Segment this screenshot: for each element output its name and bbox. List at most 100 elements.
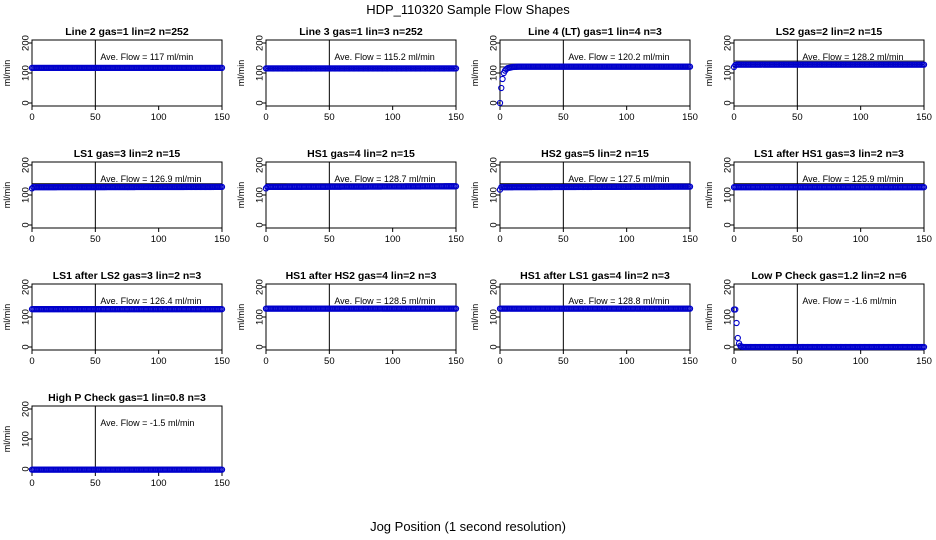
data-point [218, 183, 226, 191]
x-tick-label: 100 [151, 356, 167, 367]
x-tick-label: 50 [792, 112, 803, 123]
y-axis-label: ml/min [236, 182, 246, 209]
panel-title: LS1 after LS2 gas=3 lin=2 n=3 [53, 270, 202, 282]
y-tick-label: 0 [722, 344, 733, 349]
y-axis-label: ml/min [704, 60, 714, 87]
data-point [733, 319, 740, 327]
y-tick-label: 0 [722, 222, 733, 227]
average-flow-annotation: Ave. Flow = 120.2 ml/min [568, 52, 669, 62]
data-point [499, 75, 506, 83]
panel-title: HS1 gas=4 lin=2 n=15 [307, 148, 415, 160]
x-tick-label: 50 [324, 112, 335, 123]
y-tick-label: 100 [20, 431, 31, 447]
chart-panel-1: Line 2 gas=1 lin=2 n=252 ml/min 0 50 100 150 0… [2, 26, 230, 123]
plot-frame [265, 161, 457, 229]
x-tick-label: 100 [385, 356, 401, 367]
y-axis-label: ml/min [470, 182, 480, 209]
y-tick-label: 200 [20, 35, 31, 51]
data-point [218, 306, 226, 313]
y-tick-label: 200 [20, 279, 31, 295]
chart-panel-11: HS1 after LS1 gas=4 lin=2 n=3 ml/min 0 50 10… [470, 270, 698, 367]
plot-frame [499, 39, 691, 107]
x-tick-label: 0 [29, 356, 34, 367]
average-flow-annotation: Ave. Flow = 126.4 ml/min [100, 296, 201, 306]
x-tick-label: 0 [497, 234, 502, 245]
panel-title: LS2 gas=2 lin=2 n=15 [776, 26, 883, 38]
chart-panel-13: High P Check gas=1 lin=0.8 n=3 ml/min 0 50 1… [2, 392, 230, 489]
x-tick-label: 50 [558, 356, 569, 367]
data-point [920, 184, 928, 191]
x-tick-label: 0 [731, 112, 736, 123]
y-tick-label: 0 [488, 100, 499, 105]
x-tick-label: 100 [151, 112, 167, 123]
y-tick-label: 200 [20, 157, 31, 173]
average-flow-annotation: Ave. Flow = -1.6 ml/min [802, 296, 896, 306]
y-tick-label: 0 [254, 344, 265, 349]
data-point [732, 306, 739, 313]
y-tick-label: 100 [254, 309, 265, 325]
y-tick-label: 200 [20, 401, 31, 417]
plot-frame [733, 161, 925, 229]
chart-panel-12: Low P Check gas=1.2 lin=2 n=6 ml/min 0 50 10… [704, 270, 932, 367]
y-tick-label: 100 [254, 65, 265, 81]
y-axis-label: ml/min [470, 60, 480, 87]
y-tick-label: 0 [722, 100, 733, 105]
y-tick-label: 0 [254, 100, 265, 105]
y-tick-label: 200 [254, 35, 265, 51]
y-axis-label: ml/min [704, 182, 714, 209]
average-flow-annotation: Ave. Flow = 128.8 ml/min [568, 296, 669, 306]
y-tick-label: 200 [722, 157, 733, 173]
x-tick-label: 50 [558, 112, 569, 123]
x-tick-label: 0 [263, 112, 268, 123]
plot-frame [31, 161, 223, 229]
chart-panel-9: LS1 after LS2 gas=3 lin=2 n=3 ml/min 0 50 10… [2, 270, 230, 367]
data-point [734, 334, 741, 342]
chart-panel-3: Line 4 (LT) gas=1 lin=4 n=3 ml/min 0 50 100 1… [470, 26, 698, 123]
y-tick-label: 0 [488, 222, 499, 227]
chart-panel-8: LS1 after HS1 gas=3 lin=2 n=3 ml/min 0 50 10… [704, 148, 932, 245]
x-tick-label: 50 [558, 234, 569, 245]
y-tick-label: 0 [20, 222, 31, 227]
y-tick-label: 100 [20, 65, 31, 81]
average-flow-annotation: Ave. Flow = 128.2 ml/min [802, 52, 903, 62]
x-tick-label: 100 [151, 478, 167, 489]
y-tick-label: 200 [722, 279, 733, 295]
data-point [920, 343, 928, 351]
chart-panel-2: Line 3 gas=1 lin=3 n=252 ml/min 0 50 100 150 0… [236, 26, 464, 123]
x-tick-label: 100 [853, 234, 869, 245]
x-tick-label: 150 [916, 234, 932, 245]
chart-panel-4: LS2 gas=2 lin=2 n=15 ml/min 0 50 100 150 0 100 2… [704, 26, 932, 123]
plot-frame [499, 161, 691, 229]
x-tick-label: 150 [682, 112, 698, 123]
x-tick-label: 100 [385, 234, 401, 245]
x-tick-label: 0 [29, 478, 34, 489]
x-tick-label: 150 [682, 356, 698, 367]
average-flow-annotation: Ave. Flow = 126.9 ml/min [100, 174, 201, 184]
average-flow-annotation: Ave. Flow = 115.2 ml/min [334, 52, 434, 62]
y-tick-label: 100 [488, 309, 499, 325]
x-tick-label: 0 [497, 356, 502, 367]
x-tick-label: 0 [497, 112, 502, 123]
plot-frame [733, 283, 925, 351]
x-tick-label: 150 [214, 234, 230, 245]
x-tick-label: 50 [792, 234, 803, 245]
panel-title: LS1 after HS1 gas=3 lin=2 n=3 [754, 148, 904, 160]
panel-title: Low P Check gas=1.2 lin=2 n=6 [751, 270, 906, 282]
panel-title: Line 4 (LT) gas=1 lin=4 n=3 [528, 26, 662, 38]
average-flow-annotation: Ave. Flow = 128.7 ml/min [334, 174, 435, 184]
y-tick-label: 100 [20, 309, 31, 325]
panel-title: High P Check gas=1 lin=0.8 n=3 [48, 392, 206, 404]
data-point [686, 305, 694, 312]
x-tick-label: 50 [90, 234, 101, 245]
x-tick-label: 100 [853, 112, 869, 123]
y-tick-label: 200 [488, 279, 499, 295]
data-point [452, 305, 460, 312]
x-tick-label: 100 [385, 112, 401, 123]
x-tick-label: 0 [731, 356, 736, 367]
panel-title: HS1 after HS2 gas=4 lin=2 n=3 [286, 270, 437, 282]
x-tick-label: 0 [29, 234, 34, 245]
y-tick-label: 100 [254, 187, 265, 203]
plot-frame [265, 283, 457, 351]
data-point [686, 63, 694, 70]
x-tick-label: 50 [792, 356, 803, 367]
